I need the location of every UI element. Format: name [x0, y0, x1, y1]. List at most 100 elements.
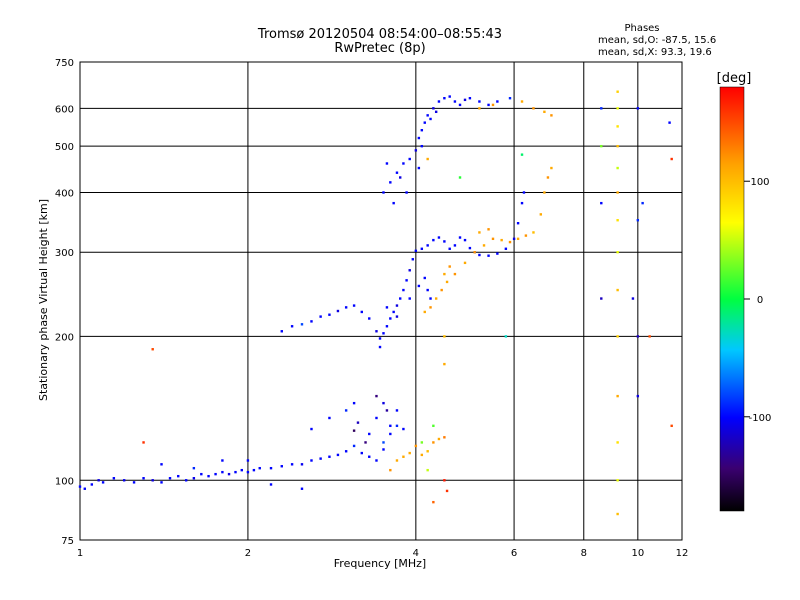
data-point: [426, 114, 429, 117]
data-point: [478, 100, 481, 103]
data-point: [258, 466, 261, 470]
data-point: [389, 432, 392, 436]
x-tick-label: 6: [511, 548, 517, 559]
data-point: [378, 345, 382, 349]
data-point: [453, 244, 457, 247]
data-point: [443, 96, 446, 100]
data-point: [375, 416, 378, 420]
data-point: [437, 437, 441, 441]
x-tick-label: 1: [77, 548, 83, 559]
data-point: [344, 450, 348, 453]
data-point: [508, 240, 512, 244]
data-point: [504, 335, 508, 338]
data-point: [101, 481, 105, 484]
data-point: [214, 472, 217, 476]
data-point: [395, 171, 399, 174]
data-point: [420, 441, 424, 444]
data-point: [487, 254, 490, 257]
data-point: [496, 100, 499, 103]
plot-frame: [79, 61, 683, 541]
data-point: [389, 317, 392, 320]
data-point: [221, 459, 224, 462]
data-point: [385, 325, 389, 328]
data-point: [352, 401, 356, 405]
data-point: [417, 166, 421, 170]
data-point: [616, 144, 619, 148]
data-point: [360, 451, 363, 455]
data-point: [408, 297, 411, 300]
data-point: [458, 103, 462, 107]
data-point: [516, 237, 520, 241]
scatter-points: [78, 90, 673, 516]
data-point: [543, 191, 546, 194]
data-point: [402, 455, 405, 458]
data-point: [543, 110, 546, 114]
data-point: [122, 479, 126, 482]
data-point: [408, 451, 411, 455]
data-point: [83, 487, 86, 490]
data-point: [382, 401, 385, 405]
data-point: [420, 247, 424, 250]
data-point: [520, 100, 524, 103]
data-point: [328, 313, 331, 316]
data-point: [319, 315, 322, 318]
data-point: [192, 477, 196, 480]
data-point: [434, 297, 438, 300]
data-point: [417, 284, 421, 288]
grid-lines: [80, 62, 682, 540]
data-point: [600, 144, 603, 148]
data-point: [207, 474, 210, 478]
data-point: [440, 288, 443, 292]
data-point: [478, 253, 481, 257]
data-point: [426, 244, 429, 247]
data-point: [670, 157, 673, 161]
data-point: [458, 176, 462, 179]
data-point: [670, 424, 673, 428]
data-point: [395, 409, 399, 412]
data-point: [408, 269, 411, 272]
data-point: [352, 304, 356, 307]
y-tick-labels: 75 100 200 300 400 500 600 750: [55, 58, 74, 547]
data-point: [392, 310, 395, 314]
data-point: [414, 444, 418, 448]
data-point: [364, 441, 367, 444]
data-point: [520, 153, 524, 156]
data-point: [532, 231, 535, 234]
data-point: [443, 272, 446, 276]
data-point: [496, 252, 499, 255]
data-point: [443, 362, 446, 366]
data-point: [463, 261, 467, 265]
data-point: [443, 479, 446, 482]
data-point: [382, 448, 385, 451]
data-point: [420, 128, 424, 132]
data-point: [443, 335, 446, 338]
data-point: [336, 453, 340, 457]
data-point: [382, 332, 385, 335]
data-point: [328, 416, 331, 420]
data-point: [310, 459, 313, 462]
data-point: [392, 201, 395, 205]
phases-line-o: mean, sd,O: -87.5, 15.6: [598, 35, 716, 46]
data-point: [512, 237, 516, 241]
data-point: [616, 335, 619, 338]
data-point: [641, 201, 644, 205]
data-point: [112, 477, 116, 480]
data-point: [234, 470, 237, 474]
data-point: [532, 107, 535, 110]
data-point: [426, 157, 429, 161]
x-axis-title: Frequency [MHz]: [334, 557, 426, 570]
y-tick-label: 500: [55, 142, 74, 153]
data-point: [192, 466, 196, 470]
data-point: [389, 181, 392, 184]
data-point: [420, 144, 424, 148]
data-point: [310, 320, 313, 323]
data-point: [453, 272, 457, 276]
data-point: [382, 191, 385, 194]
data-point: [420, 453, 424, 457]
data-point: [385, 162, 389, 165]
data-point: [300, 463, 304, 466]
data-point: [405, 279, 408, 282]
colorbar-tick-label: 0: [757, 295, 763, 306]
phases-heading: Phases: [624, 23, 659, 34]
data-point: [344, 409, 348, 412]
